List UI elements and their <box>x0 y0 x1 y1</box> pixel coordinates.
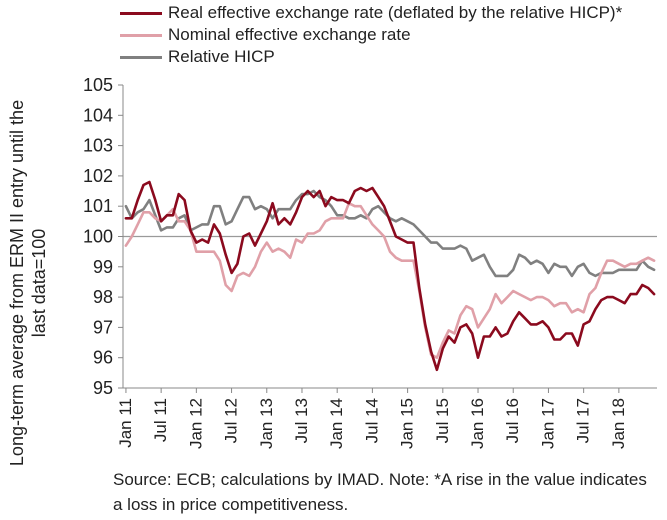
y-tick-label: 98 <box>93 287 113 307</box>
x-tick-label: Jul 13 <box>292 398 311 443</box>
y-tick-label: 95 <box>93 378 113 398</box>
legend-label-real: Real effective exchange rate (deflated b… <box>168 3 623 22</box>
legend-swatch-real <box>120 11 162 15</box>
x-tick-label: Jan 18 <box>609 398 628 449</box>
y-axis-title: Long-term average from ERM II entry unti… <box>7 99 49 467</box>
y-tick-label: 105 <box>83 75 113 95</box>
x-tick-label: Jan 17 <box>538 398 557 449</box>
axes <box>118 84 657 393</box>
x-tick-label: Jul 17 <box>574 398 593 443</box>
x-tick-label: Jul 16 <box>503 398 522 443</box>
series-line-real <box>124 180 656 372</box>
x-tick-label: Jul 15 <box>433 398 452 443</box>
y-tick-label: 101 <box>83 196 113 216</box>
y-tick-label: 104 <box>83 105 113 125</box>
x-tick-label: Jan 14 <box>327 398 346 449</box>
x-tick-label: Jul 14 <box>362 398 381 443</box>
legend: Real effective exchange rate (deflated b… <box>120 2 622 68</box>
x-tick-label: Jul 11 <box>151 398 170 442</box>
legend-swatch-hicp <box>120 55 162 59</box>
x-tick-label: Jul 12 <box>222 398 241 443</box>
legend-label-nominal: Nominal effective exchange rate <box>168 25 411 44</box>
legend-label-hicp: Relative HICP <box>168 47 275 66</box>
x-tick-labels: Jan 11 Jul 11 Jan 12 Jul 12 Jan 13 Jul 13 Jan … <box>116 398 628 449</box>
x-tick-label: Jan 13 <box>257 398 276 449</box>
y-tick-label: 103 <box>83 136 113 156</box>
legend-item-hicp: Relative HICP <box>120 46 622 68</box>
y-tick-label: 99 <box>93 257 113 277</box>
series-line-nominal <box>124 201 656 360</box>
y-tick-label: 100 <box>83 227 113 247</box>
y-tick-labels: 95 96 97 98 99 100 101 102 103 104 105 <box>83 75 113 398</box>
legend-item-nominal: Nominal effective exchange rate <box>120 24 622 46</box>
source-note: Source: ECB; calculations by IMAD. Note:… <box>113 470 647 514</box>
y-axis-title-box: Long-term average from ERM II entry unti… <box>6 78 49 478</box>
series-line-hicp <box>124 189 656 278</box>
y-tick-label: 102 <box>83 166 113 186</box>
series-lines <box>124 180 656 372</box>
x-tick-label: Jan 15 <box>398 398 417 449</box>
legend-swatch-nominal <box>120 33 162 37</box>
legend-item-real: Real effective exchange rate (deflated b… <box>120 2 622 24</box>
x-tick-label: Jan 11 <box>116 398 135 448</box>
y-tick-label: 96 <box>93 348 113 368</box>
y-tick-label: 97 <box>93 317 113 337</box>
x-tick-label: Jan 16 <box>468 398 487 449</box>
x-tick-label: Jan 12 <box>186 398 205 449</box>
